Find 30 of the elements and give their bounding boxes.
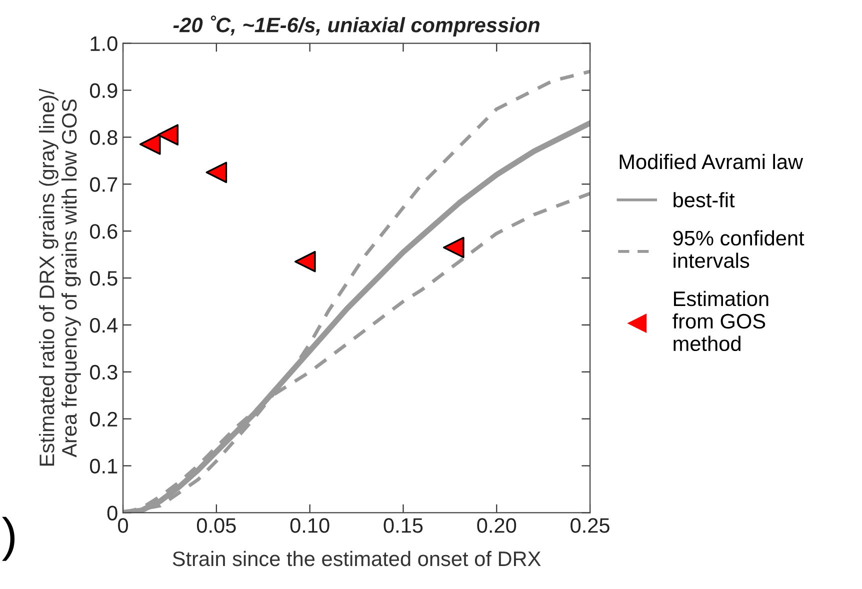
y-tick-label: 0.6 (90, 224, 118, 239)
x-tick-label: 0.20 (477, 518, 516, 533)
x-tick-label: 0 (118, 518, 128, 533)
y-tick-label: 0.7 (90, 177, 118, 192)
y-tick-label: 0.3 (90, 364, 118, 380)
point (206, 162, 228, 184)
point (443, 236, 464, 258)
y-tick-label: 0.1 (90, 458, 118, 474)
y-tick-label: 0.5 (90, 271, 118, 286)
legend-label: best-fit (674, 192, 735, 208)
legend-title: Modified Avrami law (620, 154, 804, 170)
y-tick-label: 1.0 (90, 36, 118, 52)
y-tick-label: 0.8 (90, 130, 118, 145)
x-tick-label: 0.10 (290, 518, 330, 533)
x-axis-title: Strain since the estimated onset of DRX (172, 550, 541, 566)
x-tick-label: 0.05 (196, 518, 236, 533)
x-tick-label: 0.15 (384, 518, 423, 533)
legend-label: 95% confident intervals (673, 230, 804, 268)
x-tick-label: 0.25 (570, 518, 610, 533)
y-tick-label: 0.2 (90, 412, 118, 427)
y-tick-label: 0 (107, 506, 118, 520)
point (139, 134, 161, 155)
y-axis-title: Estimated ratio of DRX grains (gray line)/ Area frequency of grains with low GOS (38, 88, 81, 466)
legend-label: Estimation from GOS method (672, 290, 768, 352)
y-tick-label: 0.9 (90, 83, 118, 98)
y-tick-label: 0.4 (90, 318, 118, 333)
chart-title: -20 ˚C, ~1E-6/s, uniaxial compression (173, 15, 540, 37)
point (294, 250, 316, 272)
point (157, 124, 178, 146)
text: ) (2, 516, 15, 561)
